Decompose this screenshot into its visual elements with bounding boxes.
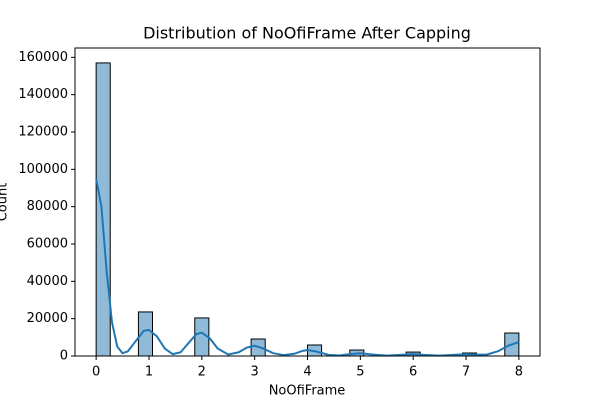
x-axis-label: NoOfiFrame xyxy=(269,384,346,399)
bar xyxy=(95,62,111,357)
x-tick-label: 5 xyxy=(356,365,364,380)
x-tick-label: 2 xyxy=(198,365,206,380)
y-tick-label: 120000 xyxy=(18,125,68,140)
y-tick-label: 40000 xyxy=(27,274,68,289)
x-tick-label: 1 xyxy=(145,365,153,380)
chart-title: Distribution of NoOfiFrame After Capping xyxy=(143,24,471,43)
y-tick-label: 0 xyxy=(60,349,68,364)
kde-line xyxy=(95,178,520,357)
x-tick-label: 4 xyxy=(303,365,311,380)
y-tick-label: 60000 xyxy=(27,237,68,252)
y-tick-label: 160000 xyxy=(18,50,68,65)
x-tick-label: 0 xyxy=(92,365,100,380)
y-axis-label: Count xyxy=(0,183,11,222)
y-tick-label: 20000 xyxy=(27,311,68,326)
y-tick-label: 140000 xyxy=(18,87,68,102)
x-tick-label: 8 xyxy=(515,365,523,380)
y-tick-label: 100000 xyxy=(18,162,68,177)
x-tick-label: 3 xyxy=(251,365,259,380)
x-tick-label: 7 xyxy=(462,365,470,380)
plot-frame xyxy=(74,47,541,357)
x-tick-label: 6 xyxy=(409,365,417,380)
y-tick-label: 80000 xyxy=(27,199,68,214)
